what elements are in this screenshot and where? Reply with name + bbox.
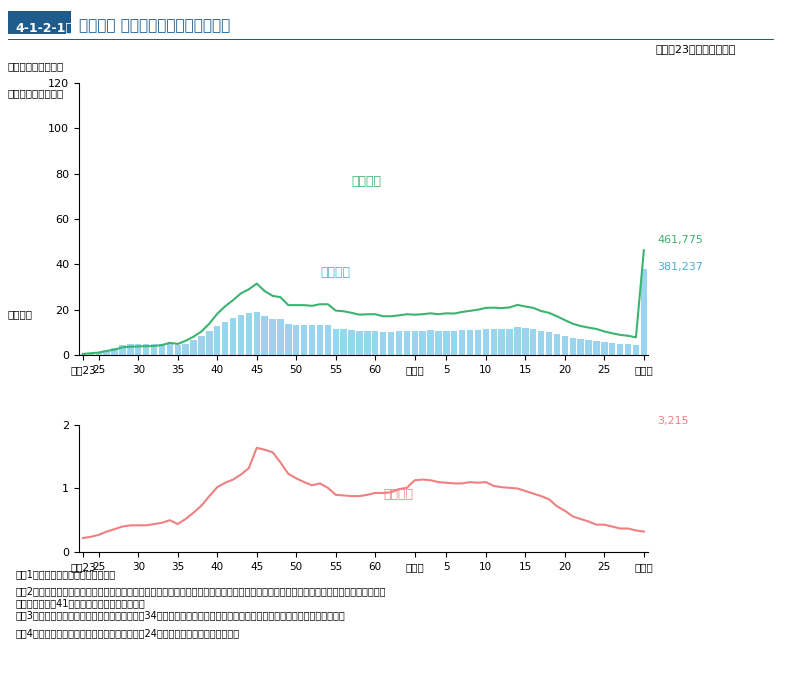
Bar [103, 350, 110, 355]
Bar [475, 330, 481, 355]
Bar [269, 319, 276, 355]
Bar [325, 325, 331, 355]
Bar [293, 325, 299, 355]
Bar [333, 328, 339, 355]
Bar [222, 322, 228, 355]
Bar [198, 336, 205, 355]
Bar [301, 325, 307, 355]
Text: （発生件数：万件）: （発生件数：万件） [8, 61, 64, 71]
Text: 発生件数: 発生件数 [320, 266, 350, 279]
Bar [230, 318, 236, 355]
Bar [522, 328, 529, 355]
Bar [364, 331, 371, 355]
Text: （昭和23年～令和元年）: （昭和23年～令和元年） [656, 43, 736, 54]
Bar [151, 344, 157, 355]
Bar [483, 329, 489, 355]
Text: 交通事故 発生件数・死傷者数の推移: 交通事故 発生件数・死傷者数の推移 [79, 18, 230, 33]
Text: 死亡者数: 死亡者数 [383, 488, 413, 501]
Bar [467, 330, 473, 355]
Bar [119, 345, 126, 355]
Bar [159, 344, 165, 355]
Bar [601, 342, 608, 355]
Bar [498, 329, 505, 355]
Bar [514, 327, 521, 355]
Bar [530, 328, 536, 355]
Bar [167, 343, 173, 355]
Bar [404, 331, 410, 355]
Text: 3,215: 3,215 [657, 416, 689, 426]
Text: （負傷者数：万人）: （負傷者数：万人） [8, 88, 64, 99]
Bar [340, 329, 347, 355]
Bar [554, 334, 560, 355]
Bar [625, 344, 631, 355]
Bar [348, 330, 355, 355]
Bar [206, 331, 213, 355]
Bar [641, 268, 647, 355]
Bar [577, 339, 584, 355]
Bar [491, 329, 497, 355]
Bar [617, 344, 623, 355]
Bar [396, 331, 402, 355]
Bar [562, 335, 568, 355]
Bar [277, 319, 284, 355]
Bar [246, 313, 252, 355]
Bar [127, 344, 134, 355]
Text: 注　1　警察庁交通局の統計による。: 注 1 警察庁交通局の統計による。 [16, 569, 116, 579]
Bar [175, 345, 181, 355]
Bar [546, 332, 552, 355]
Bar [570, 338, 576, 355]
Bar [214, 326, 220, 355]
Bar [609, 343, 615, 355]
Text: 381,237: 381,237 [657, 262, 703, 273]
Bar [285, 324, 292, 355]
Text: 4　「死亡者」は，交通事故により発生から24時間以内に死亡した者をいう。: 4 「死亡者」は，交通事故により発生から24時間以内に死亡した者をいう。 [16, 628, 240, 638]
Bar [419, 331, 426, 355]
Bar [143, 344, 149, 355]
Bar [190, 340, 197, 355]
Bar [451, 331, 457, 355]
Bar [412, 331, 418, 355]
Bar [435, 331, 442, 355]
Bar [388, 332, 394, 355]
Bar [633, 345, 639, 355]
Bar [459, 331, 465, 355]
Text: 負傷者数: 負傷者数 [352, 175, 382, 188]
Bar [309, 326, 315, 355]
Bar [111, 348, 118, 355]
Bar [182, 344, 189, 355]
Bar [538, 331, 544, 355]
Text: 4-1-2-1図: 4-1-2-1図 [16, 23, 73, 35]
Bar [88, 353, 94, 355]
Bar [443, 331, 450, 355]
Text: （万人）: （万人） [8, 309, 33, 319]
Bar [135, 344, 141, 355]
Bar [254, 312, 260, 355]
Bar [96, 352, 102, 355]
Bar [506, 328, 513, 355]
Bar [80, 354, 86, 355]
Bar [380, 332, 386, 355]
Bar [593, 341, 600, 355]
Bar [585, 340, 592, 355]
Text: 461,775: 461,775 [657, 235, 703, 245]
Bar [427, 331, 434, 355]
Text: 3　「発生件数」及び「負傷者数」は，昭和34年以前は，２万円以下の物的損害及び１週間以下の負傷の事故を除く。: 3 「発生件数」及び「負傷者数」は，昭和34年以前は，２万円以下の物的損害及び１… [16, 611, 345, 620]
Bar [372, 331, 378, 355]
Bar [317, 325, 323, 355]
Bar [261, 317, 268, 355]
Bar [356, 331, 363, 355]
Bar [238, 315, 244, 355]
Text: 2　「発生件数」は，道路交通法２条１項１号に規定する道路において，車両等及び列車の交通によって起こされた事故に係るものであ
　　　り，昭和41年以降は，人身事故: 2 「発生件数」は，道路交通法２条１項１号に規定する道路において，車両等及び列車… [16, 586, 386, 608]
